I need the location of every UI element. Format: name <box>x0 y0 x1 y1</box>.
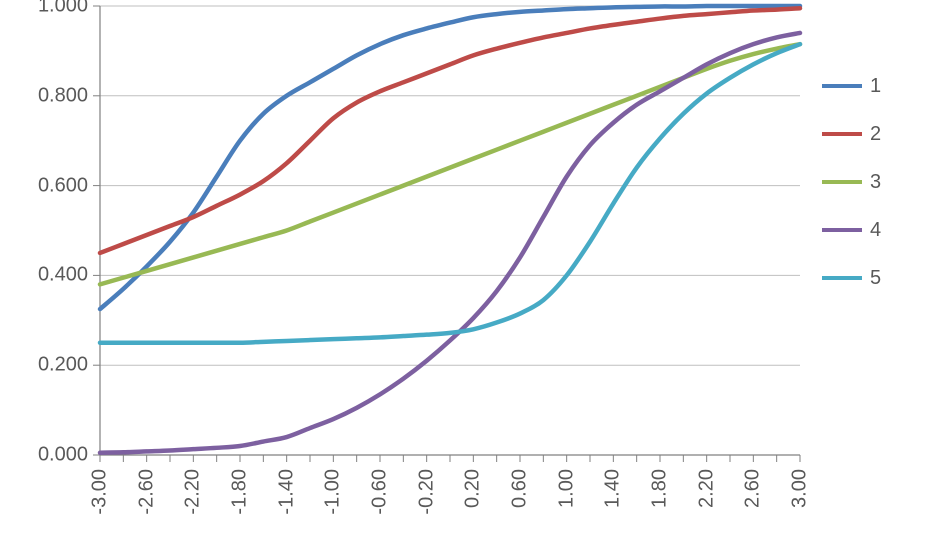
y-tick-label: 0.600 <box>38 174 88 197</box>
x-tick-label: 1.40 <box>602 469 625 508</box>
legend-label: 5 <box>870 267 881 290</box>
legend-item-4: 4 <box>822 220 881 240</box>
series-line-1 <box>100 6 800 309</box>
y-tick-label: 0.000 <box>38 444 88 467</box>
legend-swatch-icon <box>822 180 862 184</box>
legend-item-3: 3 <box>822 172 881 192</box>
x-tick-label: -0.60 <box>369 469 392 515</box>
line-chart-svg <box>0 0 936 541</box>
x-tick-label: 1.80 <box>649 469 672 508</box>
x-tick-label: 3.00 <box>789 469 812 508</box>
legend: 1 2 3 4 5 <box>822 76 881 288</box>
legend-swatch-icon <box>822 84 862 88</box>
y-tick-label: 0.200 <box>38 354 88 377</box>
legend-label: 3 <box>870 171 881 194</box>
x-tick-label: 2.60 <box>742 469 765 508</box>
legend-swatch-icon <box>822 276 862 280</box>
x-tick-label: -2.20 <box>182 469 205 515</box>
series-line-3 <box>100 44 800 284</box>
chart-container: 0.000 0.200 0.400 0.600 0.800 1.000 -3.00 -2.6… <box>0 0 936 541</box>
x-tick-label: 0.60 <box>509 469 532 508</box>
legend-label: 1 <box>870 75 881 98</box>
legend-swatch-icon <box>822 132 862 136</box>
y-tick-label: 1.000 <box>38 0 88 18</box>
legend-swatch-icon <box>822 228 862 232</box>
x-tick-label: -1.40 <box>275 469 298 515</box>
series-line-2 <box>100 8 800 253</box>
legend-item-5: 5 <box>822 268 881 288</box>
legend-item-1: 1 <box>822 76 881 96</box>
y-tick-label: 0.400 <box>38 264 88 287</box>
x-tick-label: 0.20 <box>462 469 485 508</box>
legend-label: 2 <box>870 123 881 146</box>
x-tick-label: 1.00 <box>555 469 578 508</box>
x-tick-label: -3.00 <box>89 469 112 515</box>
x-tick-label: -0.20 <box>415 469 438 515</box>
x-tick-label: -2.60 <box>135 469 158 515</box>
legend-label: 4 <box>870 219 881 242</box>
x-tick-label: 2.20 <box>695 469 718 508</box>
x-tick-label: -1.80 <box>229 469 252 515</box>
y-tick-label: 0.800 <box>38 84 88 107</box>
legend-item-2: 2 <box>822 124 881 144</box>
x-tick-label: -1.00 <box>322 469 345 515</box>
